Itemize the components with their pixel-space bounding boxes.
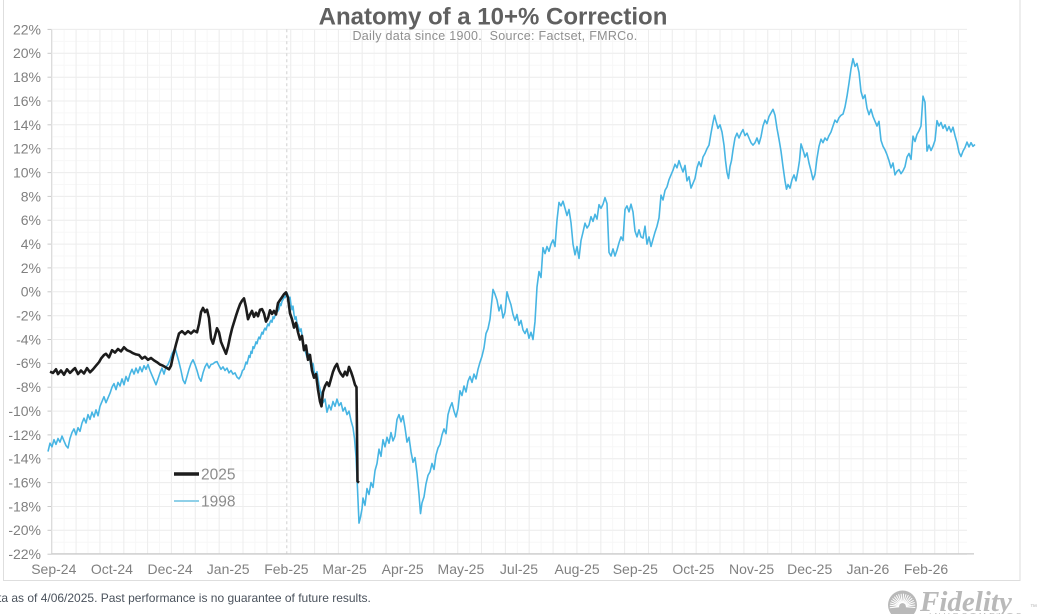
svg-text:-12%: -12% (8, 427, 41, 443)
svg-text:Oct-24: Oct-24 (91, 561, 133, 577)
svg-text:ta as of 4/06/2025. Past perfo: ta as of 4/06/2025. Past performance is … (0, 591, 371, 605)
svg-text:-18%: -18% (8, 498, 41, 514)
svg-text:Fidelity: Fidelity (919, 586, 1012, 614)
svg-text:Apr-25: Apr-25 (382, 561, 424, 577)
svg-text:Feb-26: Feb-26 (904, 561, 949, 577)
svg-text:-16%: -16% (8, 475, 41, 491)
svg-text:Oct-25: Oct-25 (672, 561, 714, 577)
svg-text:-8%: -8% (16, 379, 41, 395)
svg-text:0%: 0% (21, 284, 41, 300)
svg-text:6%: 6% (21, 212, 41, 228)
svg-text:-10%: -10% (8, 403, 41, 419)
svg-text:2%: 2% (21, 260, 41, 276)
svg-text:-6%: -6% (16, 355, 41, 371)
svg-text:16%: 16% (13, 93, 41, 109)
svg-text:18%: 18% (13, 69, 41, 85)
svg-text:Jul-25: Jul-25 (500, 561, 538, 577)
svg-text:2025: 2025 (201, 467, 235, 484)
svg-text:8%: 8% (21, 188, 41, 204)
svg-text:-20%: -20% (8, 522, 41, 538)
svg-text:22%: 22% (13, 21, 41, 37)
svg-text:Nov-25: Nov-25 (729, 561, 774, 577)
svg-text:Dec-24: Dec-24 (148, 561, 193, 577)
svg-text:Jan-26: Jan-26 (846, 561, 889, 577)
svg-text:Anatomy of a 10+% Correction: Anatomy of a 10+% Correction (319, 4, 668, 31)
svg-text:Mar-25: Mar-25 (322, 561, 367, 577)
svg-text:10%: 10% (13, 165, 41, 181)
svg-text:Sep-25: Sep-25 (613, 561, 658, 577)
svg-text:-4%: -4% (16, 331, 41, 347)
svg-text:™: ™ (1030, 604, 1037, 611)
svg-text:Dec-25: Dec-25 (787, 561, 832, 577)
svg-text:INVESTMENTS: INVESTMENTS (929, 611, 1025, 614)
svg-text:1998: 1998 (201, 494, 235, 511)
svg-text:-14%: -14% (8, 451, 41, 467)
svg-text:Jan-25: Jan-25 (207, 561, 250, 577)
svg-text:Daily data since 1900. Source: Daily data since 1900. Source: Factset, … (352, 29, 637, 43)
svg-text:Feb-25: Feb-25 (264, 561, 309, 577)
svg-text:4%: 4% (21, 236, 41, 252)
svg-text:12%: 12% (13, 141, 41, 157)
svg-text:14%: 14% (13, 117, 41, 133)
svg-text:20%: 20% (13, 45, 41, 61)
svg-text:Sep-24: Sep-24 (31, 561, 76, 577)
svg-text:-2%: -2% (16, 308, 41, 324)
svg-text:May-25: May-25 (438, 561, 485, 577)
svg-text:Aug-25: Aug-25 (555, 561, 600, 577)
svg-text:-22%: -22% (8, 546, 41, 562)
